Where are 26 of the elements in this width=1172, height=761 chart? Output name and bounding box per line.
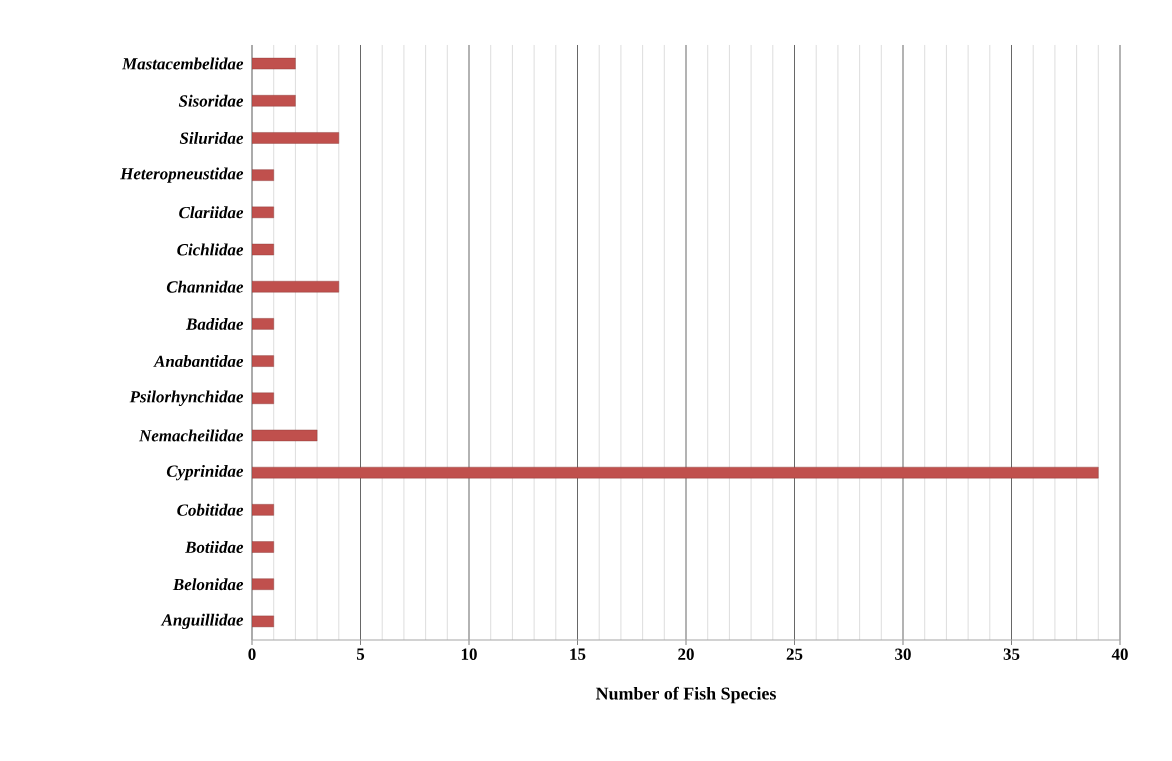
x-tick-label: 5: [356, 648, 365, 660]
x-tick-label: 10: [461, 648, 477, 660]
y-tick-label: Sisoridae: [178, 94, 244, 107]
y-tick-label: Badidae: [185, 317, 244, 330]
x-tick-label: 20: [678, 648, 694, 660]
x-tick-label: 25: [786, 648, 803, 660]
y-tick-label: Siluridae: [179, 131, 244, 144]
x-tick-label: 15: [570, 648, 586, 660]
x-tick-label: 35: [1003, 648, 1020, 660]
x-axis-title: Number of Fish Species: [595, 686, 776, 704]
y-tick-label: Cyprinidae: [166, 464, 244, 481]
y-tick-label: Botiidae: [185, 541, 244, 553]
y-tick-label: Anabantidae: [153, 355, 244, 368]
y-tick-label: Channidae: [166, 280, 244, 293]
y-tick-label: Cobitidae: [177, 503, 244, 516]
y-tick-label: Nemacheilidae: [138, 429, 244, 442]
y-tick-label: Belonidae: [172, 578, 244, 591]
x-tick-label: 40: [1111, 648, 1128, 660]
y-tick-label: Anguillidae: [160, 613, 244, 630]
y-tick-label: Heteropneustidae: [120, 167, 244, 183]
y-tick-label: Psilorhynchidae: [129, 390, 244, 406]
x-tick-label: 0: [248, 648, 256, 660]
y-tick-label: Clariidae: [179, 206, 244, 219]
y-tick-label: Mastacembelidae: [121, 57, 244, 70]
x-tick-label: 30: [895, 648, 911, 660]
y-tick-label: Cichlidae: [177, 243, 244, 256]
